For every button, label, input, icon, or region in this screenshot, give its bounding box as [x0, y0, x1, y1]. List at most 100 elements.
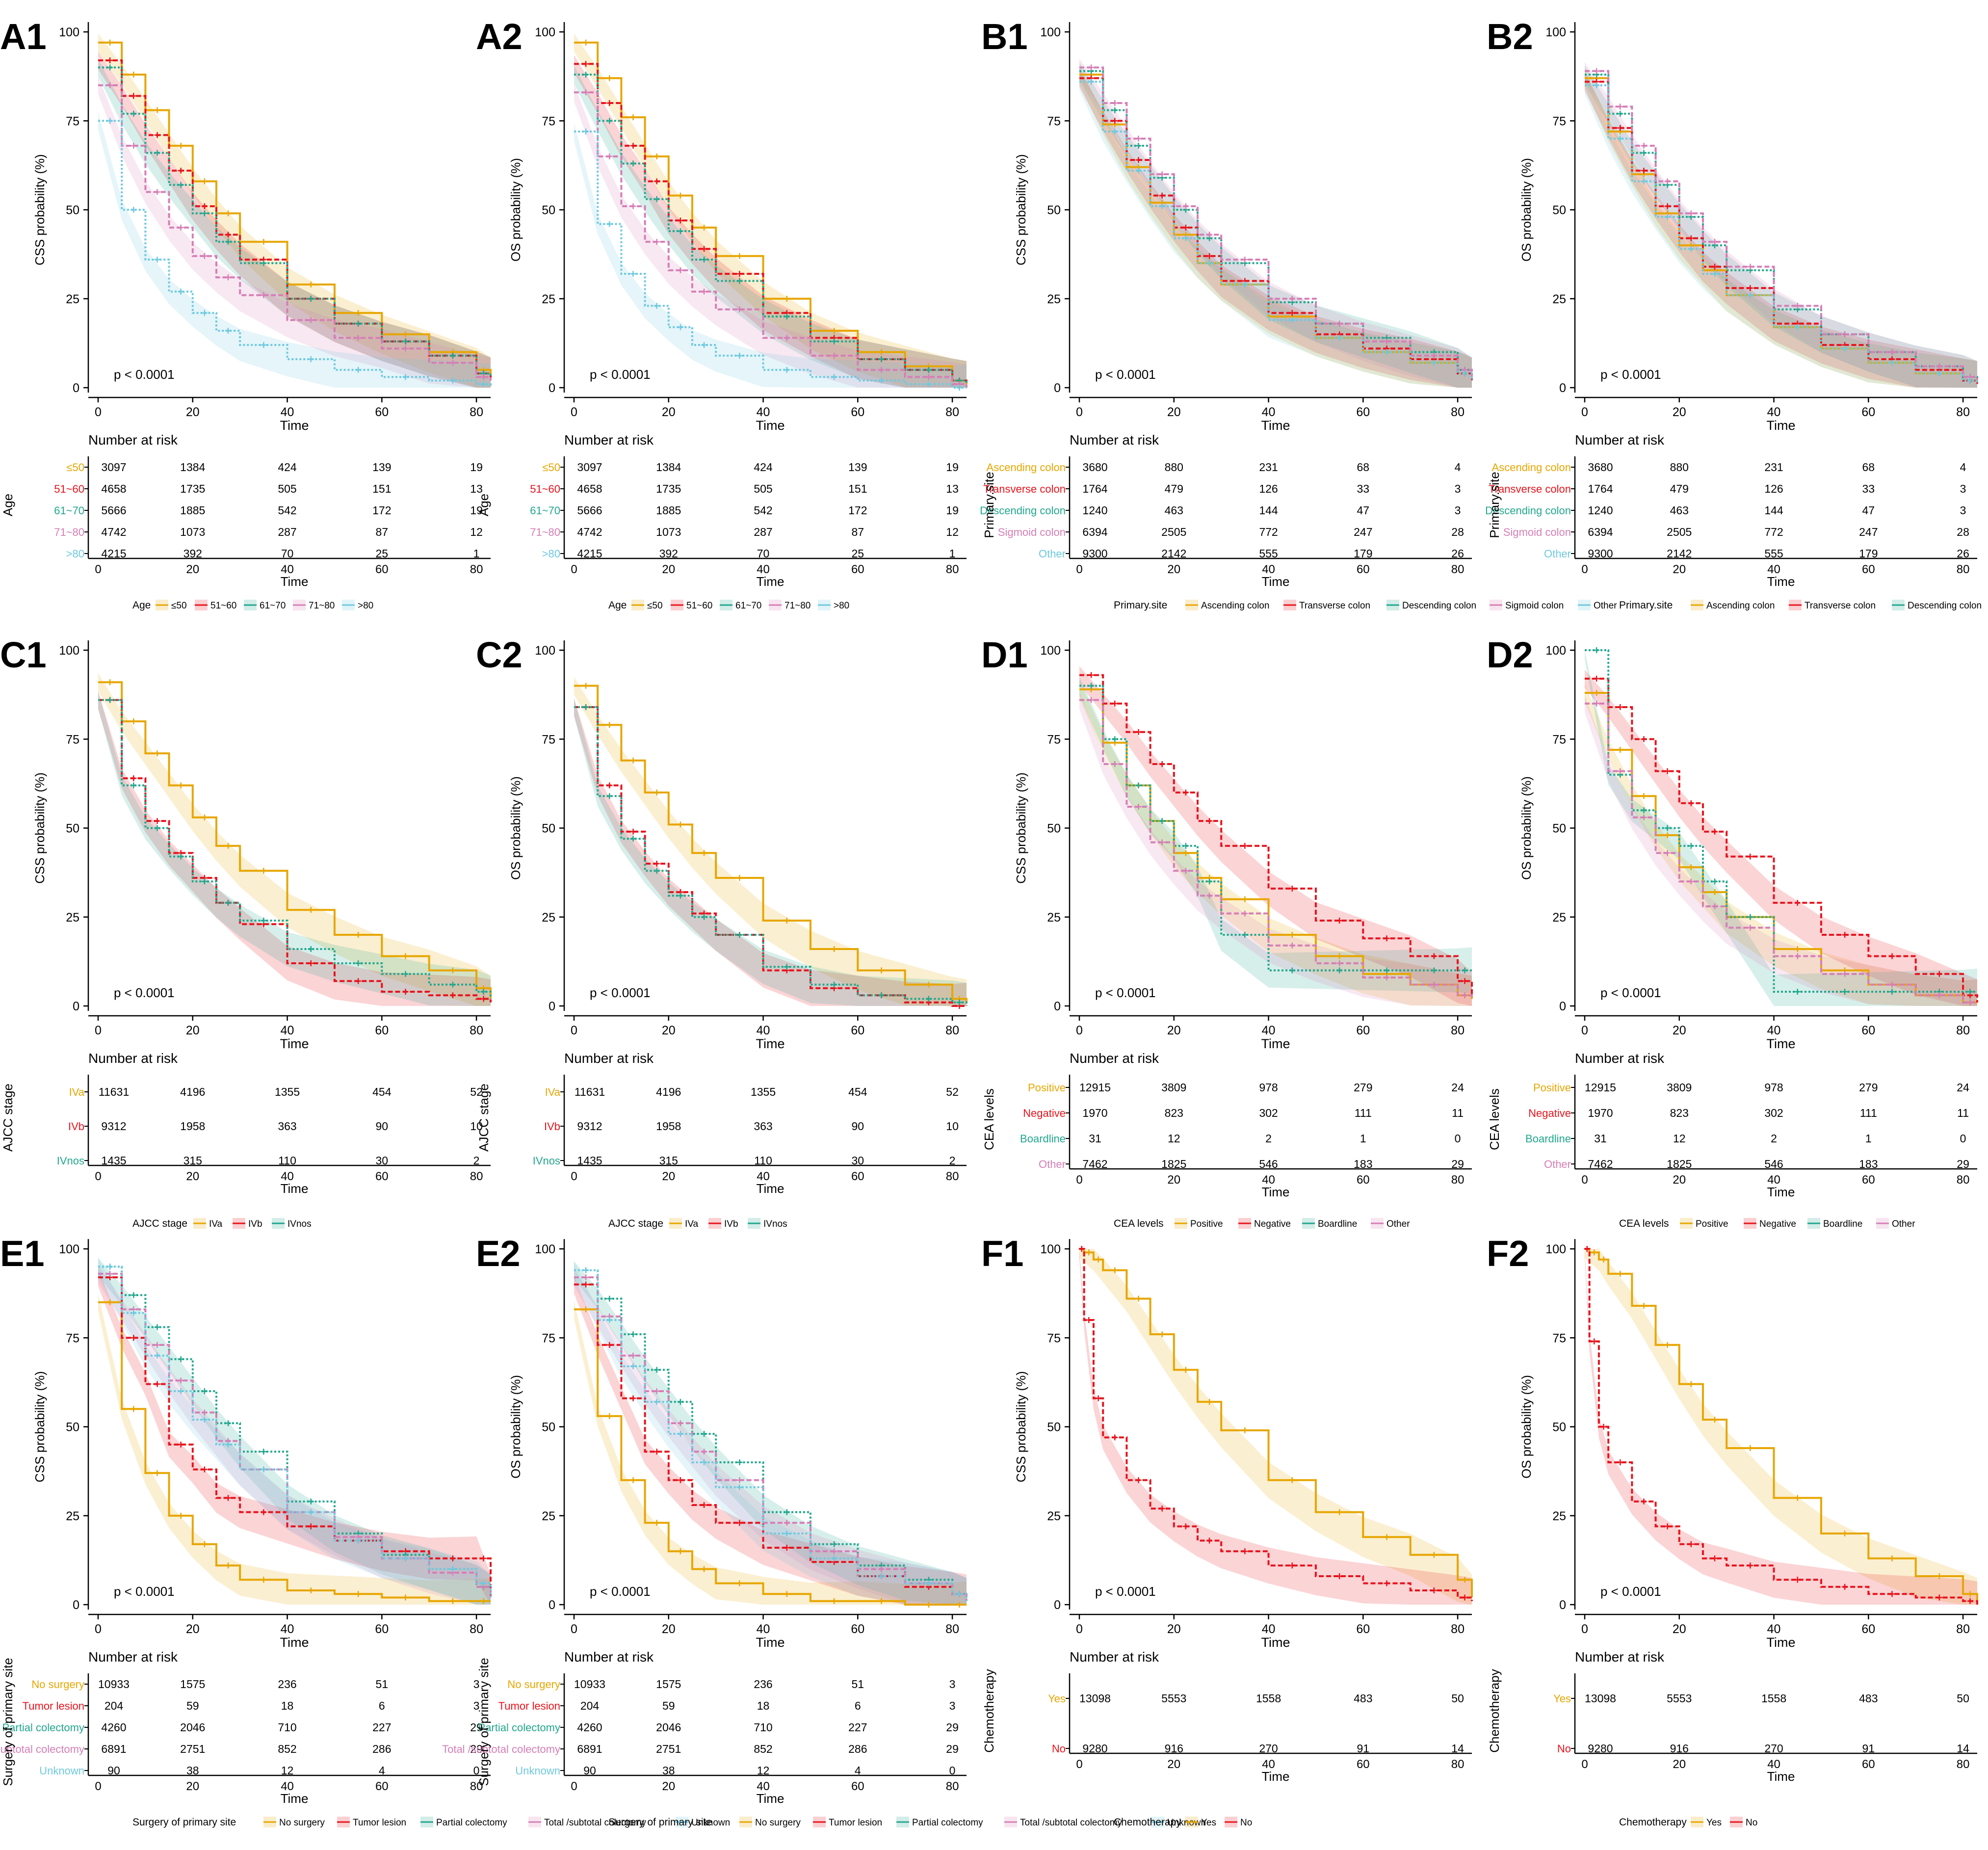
- censor-mark: [1842, 331, 1848, 338]
- censor-mark: [878, 1566, 885, 1572]
- censor-mark: [1594, 647, 1600, 653]
- risk-cell: 47: [1862, 504, 1875, 517]
- risk-cell: 287: [278, 526, 296, 538]
- censor-mark: [201, 203, 208, 210]
- censor-mark: [107, 39, 113, 46]
- risk-cell: 90: [852, 1120, 864, 1133]
- p-value: p < 0.0001: [1600, 367, 1661, 382]
- risk-x-label: Time: [1767, 1185, 1795, 1199]
- risk-x-tick-label: 20: [1673, 1173, 1686, 1187]
- km-curve-0: [98, 681, 492, 999]
- censor-mark: [736, 306, 743, 313]
- risk-cell: 772: [1259, 526, 1278, 538]
- x-tick-label: 0: [571, 405, 577, 419]
- censor-mark: [654, 861, 660, 867]
- risk-cell: 823: [1670, 1107, 1689, 1119]
- risk-cell: 4196: [656, 1085, 681, 1098]
- risk-cell: 1240: [1588, 504, 1613, 517]
- risk-x-tick-label: 60: [851, 563, 864, 576]
- risk-cell: 1735: [180, 482, 205, 495]
- risk-cell: 1384: [180, 461, 205, 474]
- risk-cell: 38: [186, 1764, 199, 1777]
- legend-label: Partial colectomy: [912, 1818, 983, 1828]
- censor-mark: [1135, 157, 1142, 163]
- x-tick-label: 40: [281, 1024, 294, 1037]
- censor-mark: [355, 335, 362, 341]
- risk-cell: 13098: [1585, 1692, 1616, 1705]
- risk-x-tick-label: 20: [186, 563, 199, 576]
- risk-cell: 236: [754, 1678, 772, 1691]
- risk-cell: 4: [855, 1764, 861, 1777]
- risk-cell: 70: [281, 547, 294, 560]
- censor-mark: [1712, 264, 1718, 270]
- censor-mark: [1112, 118, 1118, 124]
- censor-mark: [402, 953, 409, 959]
- legend-title: AJCC stage: [608, 1218, 663, 1229]
- risk-x-tick-label: 60: [375, 563, 389, 576]
- censor-mark: [630, 757, 636, 764]
- risk-cell: 1: [1865, 1132, 1872, 1145]
- censor-mark: [261, 1509, 267, 1515]
- ci-band-3: [1079, 691, 1472, 1006]
- risk-x-tick-label: 60: [1862, 563, 1875, 576]
- risk-cell: 5553: [1161, 1692, 1186, 1705]
- legend-label: No: [1746, 1818, 1757, 1828]
- risk-cell: 4196: [180, 1085, 205, 1098]
- censor-mark: [1664, 178, 1671, 185]
- legend-label: Total /subtotal colectomy: [544, 1818, 647, 1828]
- risk-cell: 5553: [1667, 1692, 1692, 1705]
- risk-cell: 139: [372, 461, 391, 474]
- risk-cell: 3809: [1667, 1081, 1692, 1094]
- panel-tag: E1: [0, 1233, 45, 1274]
- risk-cell: 505: [754, 482, 772, 495]
- censor-mark: [1182, 1367, 1189, 1373]
- risk-cell: 1240: [1082, 504, 1107, 517]
- x-tick-label: 40: [757, 405, 770, 419]
- risk-row-label: Tumor lesion: [23, 1700, 84, 1712]
- risk-cell: 6394: [1082, 526, 1107, 538]
- risk-row-label: Partial colectomy: [478, 1721, 560, 1734]
- censor-mark: [131, 1310, 137, 1316]
- risk-cell: 1: [473, 547, 480, 560]
- censor-mark: [201, 210, 208, 216]
- legend-title: CEA levels: [1619, 1218, 1669, 1229]
- censor-mark: [701, 1502, 707, 1508]
- y-tick-label: 25: [66, 911, 79, 925]
- y-tick-label: 50: [542, 822, 555, 836]
- censor-mark: [878, 1598, 885, 1604]
- censor-mark: [131, 207, 137, 213]
- censor-mark: [1289, 885, 1295, 892]
- censor-mark: [925, 981, 932, 988]
- censor-mark: [701, 289, 707, 295]
- censor-mark: [225, 210, 232, 216]
- risk-cell: 542: [754, 504, 772, 517]
- censor-mark: [784, 1509, 790, 1515]
- censor-mark: [878, 367, 885, 373]
- censor-mark: [654, 868, 660, 874]
- y-axis-label: CSS probability (%): [1014, 154, 1028, 265]
- risk-cell: 916: [1670, 1742, 1689, 1755]
- risk-cell: 2046: [656, 1721, 681, 1734]
- censor-mark: [831, 1598, 837, 1604]
- x-tick-label: 80: [1451, 1622, 1465, 1636]
- risk-cell: 31: [1089, 1132, 1101, 1145]
- risk-cell: 315: [659, 1154, 678, 1167]
- censor-mark: [308, 907, 314, 913]
- risk-cell: 1073: [656, 526, 681, 538]
- censor-mark: [606, 118, 613, 124]
- censor-mark: [1135, 1477, 1142, 1483]
- censor-mark: [1967, 999, 1973, 1005]
- y-tick-label: 25: [1047, 1509, 1061, 1523]
- risk-cell: 2: [949, 1154, 956, 1167]
- risk-cell: 2751: [180, 1743, 205, 1755]
- x-tick-label: 60: [1861, 405, 1875, 419]
- risk-cell: 3097: [577, 461, 602, 474]
- risk-cell: 6394: [1588, 526, 1613, 538]
- censor-mark: [1462, 1594, 1468, 1601]
- risk-cell: 1764: [1588, 482, 1613, 495]
- risk-cell: 91: [1862, 1742, 1875, 1755]
- censor-mark: [1967, 377, 1973, 384]
- risk-cell: 28: [1451, 526, 1464, 538]
- ci-band-3: [98, 1265, 491, 1605]
- censor-mark: [449, 1566, 456, 1572]
